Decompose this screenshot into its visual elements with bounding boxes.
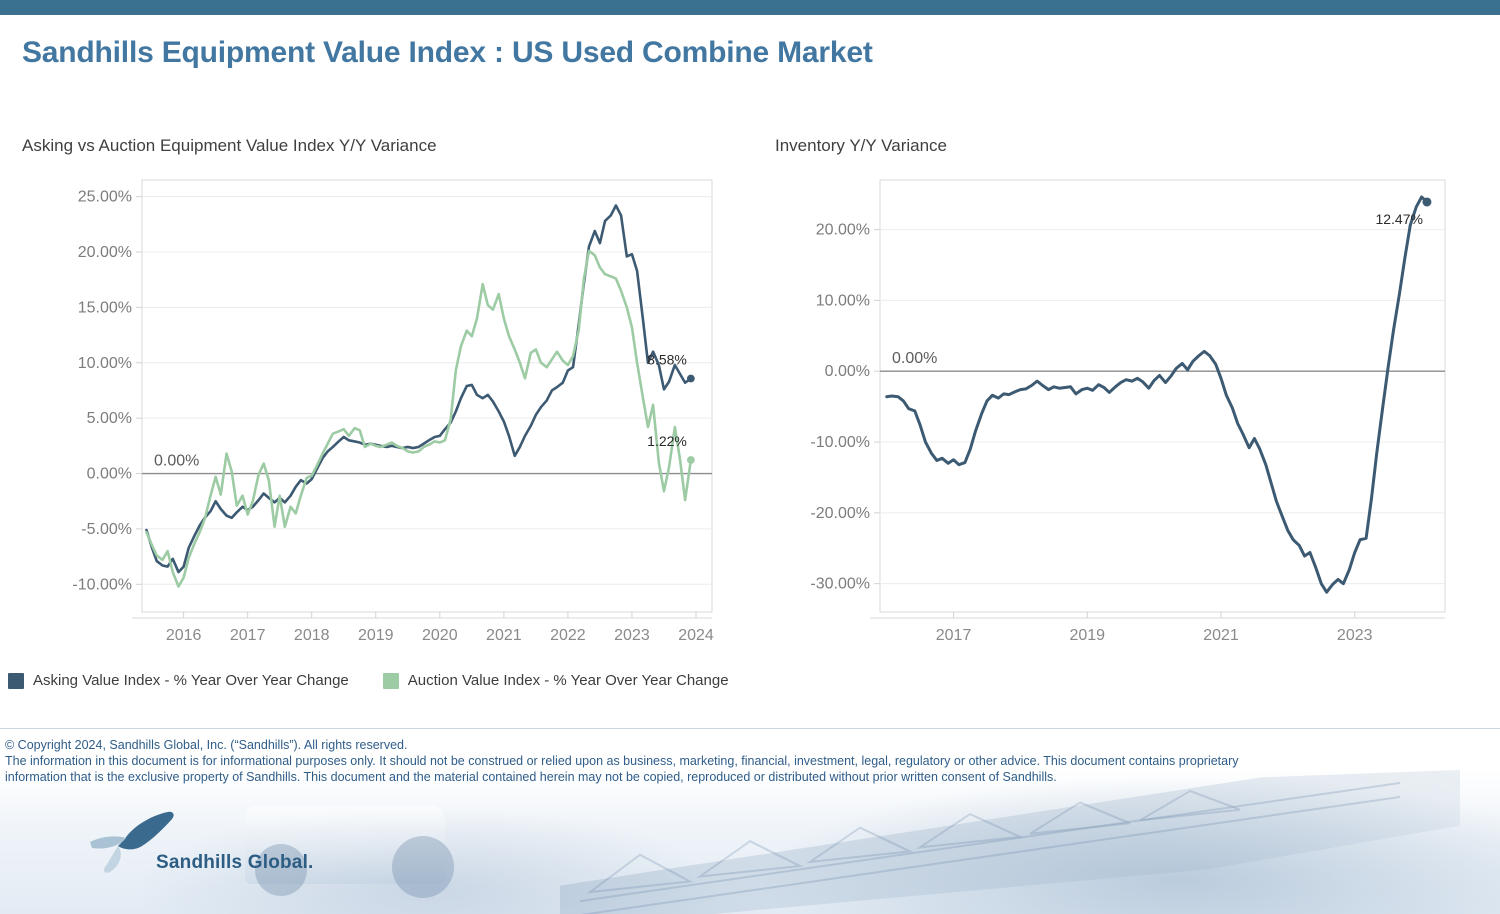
svg-text:2017: 2017 <box>230 627 266 644</box>
chart-legend: Asking Value Index - % Year Over Year Ch… <box>8 672 729 689</box>
svg-text:2016: 2016 <box>166 627 202 644</box>
tractor-graphic <box>245 806 445 884</box>
svg-text:12.47%: 12.47% <box>1375 211 1422 227</box>
svg-text:1.22%: 1.22% <box>647 433 687 449</box>
svg-text:2024: 2024 <box>678 627 714 644</box>
crane-bird-icon <box>90 811 174 873</box>
tractor-wheel-front <box>392 836 454 898</box>
svg-text:15.00%: 15.00% <box>78 299 132 316</box>
svg-text:2021: 2021 <box>486 627 522 644</box>
top-accent-bar <box>0 0 1500 15</box>
svg-text:2022: 2022 <box>550 627 586 644</box>
legend-item-asking[interactable]: Asking Value Index - % Year Over Year Ch… <box>8 672 349 689</box>
inventory-plot: 20.00% 10.00% 0.00% -10.00% -20.00% -30.00% 0.… <box>810 179 1446 644</box>
copyright-line: © Copyright 2024, Sandhills Global, Inc.… <box>5 738 408 752</box>
svg-text:2020: 2020 <box>422 627 458 644</box>
footer-background-photo <box>0 770 1500 914</box>
svg-text:-20.00%: -20.00% <box>810 505 870 522</box>
svg-text:2021: 2021 <box>1203 627 1239 644</box>
legal-disclaimer: © Copyright 2024, Sandhills Global, Inc.… <box>5 738 1465 785</box>
footer-divider <box>0 728 1500 729</box>
svg-text:2017: 2017 <box>936 627 972 644</box>
svg-text:-5.00%: -5.00% <box>81 521 132 538</box>
disclaimer-line-1: The information in this document is for … <box>5 754 1239 768</box>
svg-text:2023: 2023 <box>614 627 650 644</box>
svg-text:-10.00%: -10.00% <box>72 576 132 593</box>
legend-swatch-auction <box>382 672 399 689</box>
legend-label-asking: Asking Value Index - % Year Over Year Ch… <box>33 672 349 689</box>
svg-text:10.00%: 10.00% <box>816 292 870 309</box>
svg-text:0.00%: 0.00% <box>154 453 199 470</box>
disclaimer-line-2: information that is the exclusive proper… <box>5 770 1057 784</box>
right-chart-title: Inventory Y/Y Variance <box>775 136 947 155</box>
svg-text:2019: 2019 <box>1069 627 1105 644</box>
svg-text:0.00%: 0.00% <box>87 466 132 483</box>
svg-text:-30.00%: -30.00% <box>810 576 870 593</box>
svg-text:25.00%: 25.00% <box>78 189 132 206</box>
legend-item-auction[interactable]: Auction Value Index - % Year Over Year C… <box>382 672 729 689</box>
svg-text:0.00%: 0.00% <box>825 363 870 380</box>
tractor-wheel-rear <box>255 844 307 896</box>
asking-vs-auction-chart[interactable]: 25.00% 20.00% 15.00% 10.00% 5.00% 0.00% -5.00%… <box>22 172 722 672</box>
sandhills-global-logo[interactable]: Sandhills Global. <box>72 806 332 886</box>
svg-text:2018: 2018 <box>294 627 330 644</box>
svg-text:20.00%: 20.00% <box>816 222 870 239</box>
page-title: Sandhills Equipment Value Index : US Use… <box>22 36 873 69</box>
logo-wordmark: Sandhills Global. <box>156 852 314 873</box>
left-chart-title: Asking vs Auction Equipment Value Index … <box>22 136 437 155</box>
svg-text:5.00%: 5.00% <box>87 410 132 427</box>
svg-text:20.00%: 20.00% <box>78 244 132 261</box>
legend-label-auction: Auction Value Index - % Year Over Year C… <box>407 672 729 689</box>
svg-text:-10.00%: -10.00% <box>810 434 870 451</box>
asking-vs-auction-plot: 25.00% 20.00% 15.00% 10.00% 5.00% 0.00% -5.00%… <box>72 179 714 644</box>
svg-text:8.58%: 8.58% <box>647 351 687 367</box>
svg-text:0.00%: 0.00% <box>892 350 937 367</box>
inventory-chart[interactable]: 20.00% 10.00% 0.00% -10.00% -20.00% -30.00% 0.… <box>775 172 1475 672</box>
combine-reel-graphic <box>580 781 1400 914</box>
svg-text:2019: 2019 <box>358 627 394 644</box>
svg-text:2023: 2023 <box>1337 627 1373 644</box>
svg-text:10.00%: 10.00% <box>78 355 132 372</box>
legend-swatch-asking <box>8 672 24 689</box>
